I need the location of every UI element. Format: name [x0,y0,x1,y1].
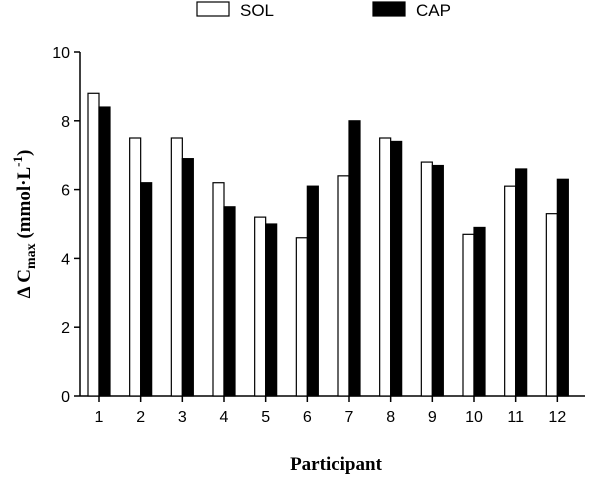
x-tick-label: 4 [220,409,229,426]
bar-sol [129,137,142,397]
x-tick-label: 11 [507,409,524,426]
x-tick-label: 12 [548,409,566,426]
bar-cap [223,206,236,397]
bar-sol [170,137,183,397]
bar-sol [212,182,225,397]
y-axis-title-prefix: Δ C [14,269,35,298]
x-axis-title: Participant [290,454,382,475]
bar-cap [140,182,153,397]
legend-swatch-cap [372,1,406,17]
y-axis-title-unit: (mmol·L [14,167,35,244]
x-tick-label: 2 [136,409,145,426]
x-tick-label: 5 [261,409,270,426]
bar-cap [98,106,111,397]
bar-cap [431,164,444,397]
bar-cap [348,120,361,397]
bar-sol [379,137,392,397]
x-tick-label: 10 [465,409,483,426]
bar-cap [473,226,486,397]
bar-sol [295,237,308,397]
y-tick-label: 0 [61,389,70,406]
bar-sol [254,216,267,397]
bar-sol [87,92,100,397]
legend-label-cap: CAP [416,1,451,20]
y-tick-label: 4 [61,251,70,268]
y-axis-title-subscript: max [24,243,39,269]
y-tick-label: 10 [52,45,70,62]
x-tick-label: 3 [178,409,187,426]
x-tick-label: 8 [386,409,395,426]
bar-sol [420,161,433,397]
y-axis-title-superscript: -1 [10,156,25,167]
y-tick-label: 8 [61,114,70,131]
x-tick-label: 6 [303,409,312,426]
y-tick-label: 2 [61,320,70,337]
bar-sol [504,185,517,397]
y-axis-title-close: ) [14,150,35,156]
legend-swatch-sol [196,1,230,17]
bar-cap [181,158,194,397]
x-tick-label: 7 [345,409,354,426]
y-tick-label: 6 [61,183,70,200]
bar-cap [265,223,278,397]
legend: SOL CAP [196,1,451,20]
bar-sol [545,213,558,397]
x-tick-label: 9 [428,409,437,426]
bar-cap [515,168,528,397]
bar-sol [462,233,475,397]
bar-cap [306,185,319,397]
bar-sol [337,175,350,397]
x-tick-label: 1 [95,409,104,426]
bar-cap [556,178,569,397]
y-axis-title: Δ Cmax (mmol·L-1) [10,150,39,299]
legend-label-sol: SOL [240,1,274,20]
bar-cap [390,140,403,397]
